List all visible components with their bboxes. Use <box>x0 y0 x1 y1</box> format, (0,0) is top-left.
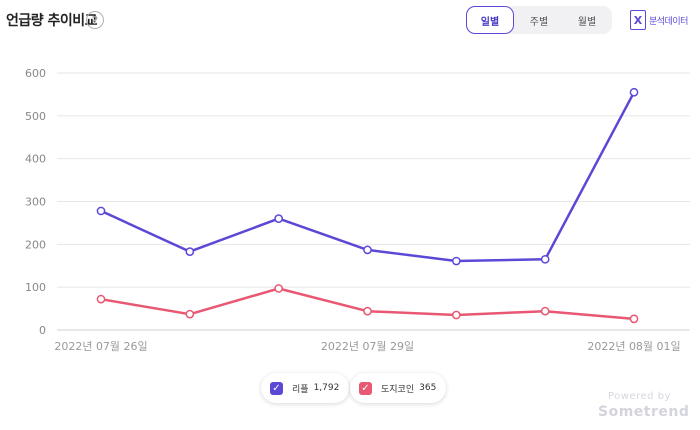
y-tick-label: 500 <box>25 110 46 123</box>
data-point <box>363 245 372 255</box>
legend-name: 리플 <box>292 384 309 395</box>
y-tick-label: 100 <box>25 281 46 294</box>
tab-daily[interactable]: 일별 <box>466 6 514 34</box>
series-line <box>100 91 636 263</box>
powered-by-label: Powered by <box>608 391 671 402</box>
data-point <box>274 284 284 293</box>
y-tick-label: 600 <box>25 67 46 80</box>
data-point <box>363 306 372 316</box>
legend-name: 도지코인 <box>381 384 415 395</box>
help-icon[interactable]: ? <box>86 11 104 29</box>
analysis-data-button[interactable]: X 분석데이터 <box>630 9 688 31</box>
checkbox-icon: ✓ <box>359 381 372 395</box>
x-tick-label: 2022년 07월 29일 <box>321 339 414 353</box>
x-axis: 2022년 07월 26일 2022년 07월 29일 2022년 08월 01일 <box>54 339 680 353</box>
y-axis: 0 100 200 300 400 500 600 <box>25 67 46 337</box>
chart-title: 언급량 추이비교 <box>6 13 98 29</box>
grid-lines <box>57 72 690 331</box>
data-point <box>629 87 639 97</box>
data-point <box>451 256 461 266</box>
brand-logo: Sometrend <box>598 404 690 420</box>
legend-count: 1,792 <box>313 383 340 393</box>
legend-item-dogecoin[interactable]: ✓ 도지코인 365 <box>350 373 447 403</box>
data-point <box>451 310 461 320</box>
data-point <box>540 254 550 264</box>
y-tick-label: 300 <box>25 196 46 209</box>
data-point <box>96 206 106 216</box>
chart-header: 언급량 추이비교 ? 일별 주별 월별 X 분석데이터 <box>0 0 700 44</box>
tab-weekly[interactable]: 주별 <box>529 16 549 28</box>
y-tick-label: 200 <box>25 238 46 251</box>
series-lines <box>96 87 639 324</box>
period-selector: 일별 주별 월별 <box>466 6 612 34</box>
data-point <box>96 294 106 304</box>
y-tick-label: 0 <box>39 324 46 337</box>
x-tick-label: 2022년 08월 01일 <box>587 339 680 353</box>
legend-item-ripple[interactable]: ✓ 리플 1,792 <box>261 373 350 403</box>
excel-icon: X <box>630 10 646 30</box>
x-tick-label: 2022년 07월 26일 <box>54 339 147 353</box>
checkbox-icon: ✓ <box>270 381 283 395</box>
tab-monthly[interactable]: 월별 <box>577 16 597 28</box>
y-tick-label: 400 <box>25 153 46 166</box>
data-point <box>185 309 195 319</box>
data-point <box>274 214 284 223</box>
legend-count: 365 <box>419 383 437 393</box>
data-point <box>185 247 195 256</box>
analysis-data-label: 분석데이터 <box>649 16 688 27</box>
data-point <box>540 306 550 316</box>
data-point <box>629 314 639 324</box>
